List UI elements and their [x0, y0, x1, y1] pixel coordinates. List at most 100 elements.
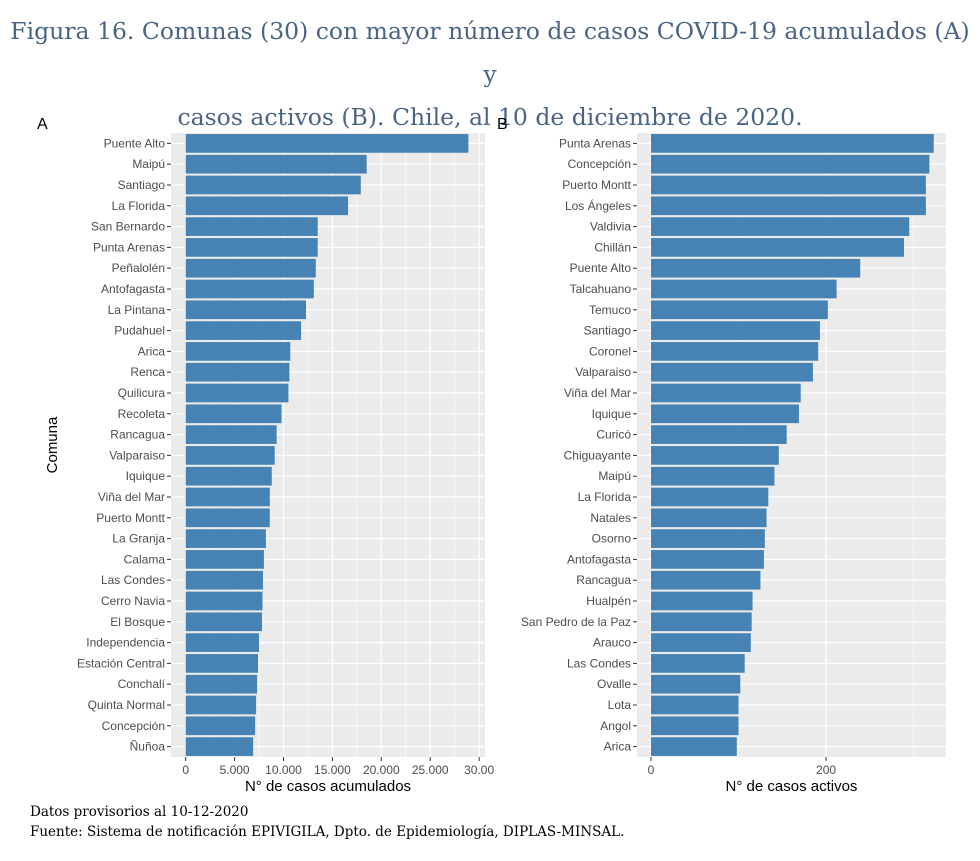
- category-label: San Bernardo: [91, 220, 165, 234]
- category-label: Ovalle: [597, 677, 631, 691]
- bar: [651, 716, 739, 736]
- bar: [651, 238, 904, 257]
- bar: [185, 342, 291, 361]
- bar: [185, 591, 263, 611]
- category-label: Concepción: [568, 157, 631, 171]
- category-label: Iquique: [126, 469, 166, 483]
- bar: [651, 362, 813, 382]
- bar: [651, 175, 926, 195]
- bar: [651, 508, 767, 528]
- category-label: Antofagasta: [567, 552, 631, 566]
- category-label: Puente Alto: [570, 261, 632, 275]
- category-label: Temuco: [589, 303, 631, 317]
- category-label: Independencia: [86, 636, 165, 650]
- category-label: Natales: [590, 511, 631, 525]
- bar: [185, 570, 263, 590]
- x-tick-label: 20.000: [363, 763, 400, 777]
- category-label: Curicó: [596, 428, 631, 442]
- bar: [185, 550, 264, 569]
- category-label: Arauco: [593, 636, 631, 650]
- bar: [185, 321, 302, 340]
- bar: [185, 362, 290, 382]
- x-tick-label: 5.000: [220, 763, 250, 777]
- bar: [651, 425, 787, 444]
- bar: [185, 633, 260, 652]
- x-tick-label: 25.000: [412, 763, 449, 777]
- category-label: Santiago: [118, 178, 166, 192]
- bar: [651, 446, 779, 465]
- category-label: Las Condes: [101, 573, 165, 587]
- bar: [651, 300, 828, 320]
- bar: [651, 321, 820, 340]
- bar: [651, 134, 934, 153]
- category-label: Puerto Montt: [96, 511, 165, 525]
- bar: [185, 695, 257, 715]
- category-label: Concepción: [102, 719, 165, 733]
- category-label: Rancagua: [576, 573, 631, 587]
- category-label: La Pintana: [108, 303, 166, 317]
- bar: [651, 342, 819, 361]
- bar: [185, 300, 306, 320]
- category-label: Cerro Navia: [101, 594, 165, 608]
- chart-panel-b: Punta Arenas Concepción Puerto Montt Los Án…: [521, 133, 946, 795]
- bar: [185, 404, 282, 424]
- bar: [651, 529, 765, 548]
- category-label: Peñalolén: [112, 261, 165, 275]
- category-label: Puerto Montt: [562, 178, 631, 192]
- category-label: El Bosque: [110, 615, 165, 629]
- category-label: La Granja: [112, 532, 165, 546]
- category-label: Punta Arenas: [93, 240, 165, 254]
- bar: [651, 737, 737, 756]
- bar: [651, 633, 751, 652]
- category-label: Calama: [124, 552, 166, 566]
- category-label: Arica: [138, 344, 166, 358]
- category-label: Talcahuano: [570, 282, 632, 296]
- category-label: Chiguayante: [564, 448, 632, 462]
- bar: [185, 508, 270, 528]
- bar: [651, 404, 799, 424]
- bar: [185, 674, 258, 694]
- bar: [185, 446, 275, 465]
- category-label: Valparaiso: [109, 448, 165, 462]
- category-label: Conchalí: [118, 677, 166, 691]
- chart-panel-a: Puente Alto Maipú Santiago La Florida San Be…: [44, 133, 494, 795]
- category-label: Renca: [130, 365, 165, 379]
- x-axis-title: N° de casos activos: [726, 778, 858, 795]
- category-label: Valparaiso: [575, 365, 631, 379]
- category-label: Quinta Normal: [88, 698, 165, 712]
- x-tick-label: 200: [816, 763, 836, 777]
- bar: [651, 466, 775, 486]
- bar: [185, 134, 469, 153]
- category-label: Chillán: [594, 240, 631, 254]
- category-label: Viña del Mar: [564, 386, 631, 400]
- bar: [651, 674, 741, 694]
- category-label: Santiago: [584, 324, 632, 338]
- category-label: La Florida: [112, 199, 166, 213]
- bar: [651, 612, 752, 632]
- category-label: San Pedro de la Paz: [521, 615, 631, 629]
- category-label: Maipú: [132, 157, 165, 171]
- footer-note: Datos provisorios al 10-12-2020: [30, 804, 249, 820]
- x-tick-label: 30.00: [464, 763, 494, 777]
- bar: [651, 591, 753, 611]
- bar: [185, 383, 289, 403]
- figure-title-line1: Figura 16. Comunas (30) con mayor número…: [10, 17, 970, 88]
- bar: [185, 716, 256, 736]
- x-tick-label: 15.000: [314, 763, 351, 777]
- category-label: Ñuñoa: [130, 740, 166, 754]
- category-label: Arica: [604, 740, 632, 754]
- panel-background: [171, 133, 485, 757]
- bar: [651, 654, 745, 673]
- footer-source: Fuente: Sistema de notificación EPIVIGIL…: [30, 824, 625, 840]
- bar: [651, 383, 801, 403]
- panel-label-a: A: [37, 116, 48, 133]
- x-tick-label: 10.000: [265, 763, 302, 777]
- bar: [651, 196, 926, 216]
- category-label: Iquique: [592, 407, 632, 421]
- category-label: Maipú: [598, 469, 631, 483]
- figure-title-line2: casos activos (B). Chile, al 10 de dicie…: [177, 103, 803, 131]
- bar: [185, 175, 361, 195]
- bar: [651, 487, 769, 507]
- category-label: Pudahuel: [114, 324, 165, 338]
